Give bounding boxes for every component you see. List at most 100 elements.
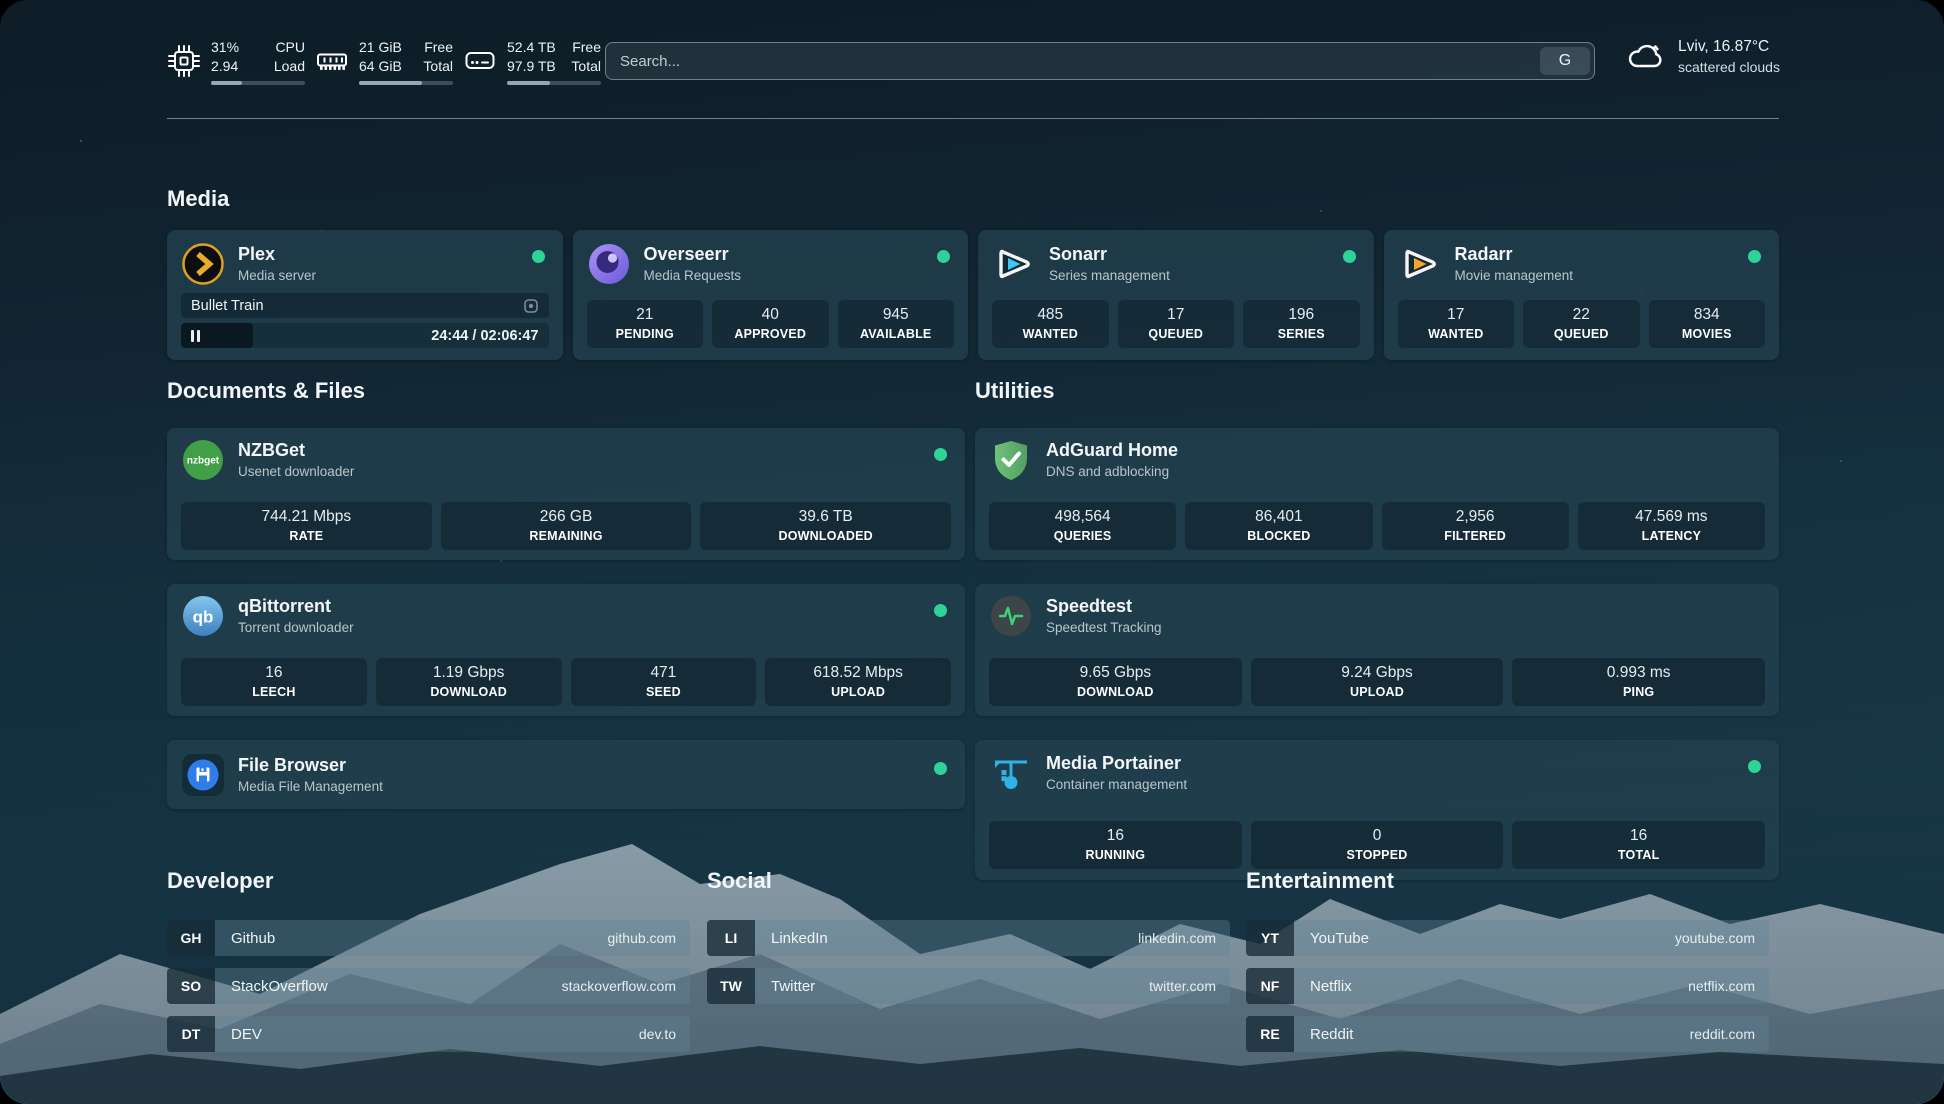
stat-tile: 86,401 BLOCKED bbox=[1185, 502, 1373, 550]
app-card-portainer[interactable]: Media Portainer Container management 16 … bbox=[975, 740, 1779, 880]
qbittorrent-icon: qb bbox=[183, 596, 223, 636]
bookmark-github[interactable]: GH Github github.com bbox=[167, 920, 690, 956]
stat-tile: 744.21 Mbps RATE bbox=[181, 502, 432, 550]
plex-progress-bar: 24:44 / 02:06:47 bbox=[181, 323, 549, 348]
bookmark-name: Twitter bbox=[771, 977, 816, 995]
card-title: AdGuard Home bbox=[1046, 440, 1179, 461]
status-dot bbox=[934, 448, 947, 461]
card-title: File Browser bbox=[238, 754, 347, 775]
status-dot bbox=[934, 762, 947, 775]
app-card-speedtest[interactable]: Speedtest Speedtest Tracking 9.65 Gbps D… bbox=[975, 584, 1779, 716]
memory-total-value: 64 GiB bbox=[359, 57, 402, 74]
media-card-row: Plex Media server Bullet Train 24:44 / 0… bbox=[167, 230, 1779, 360]
stat-tile: 16 RUNNING bbox=[989, 821, 1242, 869]
section-title-entertainment: Entertainment bbox=[1246, 868, 1394, 893]
now-playing-title: Bullet Train bbox=[191, 297, 264, 314]
bookmark-name: DEV bbox=[231, 1025, 262, 1043]
status-dot bbox=[1748, 250, 1761, 263]
stat-tile: 485 WANTED bbox=[992, 300, 1109, 348]
bookmark-name: StackOverflow bbox=[231, 977, 328, 995]
status-dot bbox=[937, 250, 950, 263]
cpu-icon bbox=[168, 45, 200, 78]
plex-now-playing-row: Bullet Train bbox=[181, 293, 549, 318]
stat-tile: 9.65 Gbps DOWNLOAD bbox=[989, 658, 1242, 706]
card-subtitle: Torrent downloader bbox=[238, 620, 354, 636]
stat-tile: 9.24 Gbps UPLOAD bbox=[1250, 658, 1504, 706]
bookmark-abbr: RE bbox=[1246, 1016, 1294, 1052]
ram-icon bbox=[317, 53, 347, 71]
stat-tile: 39.6 TB DOWNLOADED bbox=[700, 502, 952, 550]
disk-total-label: Total bbox=[571, 57, 601, 74]
disk-total-value: 97.9 TB bbox=[507, 57, 556, 74]
bookmark-url: twitter.com bbox=[1149, 978, 1216, 994]
bookmark-stackoverflow[interactable]: SO StackOverflow stackoverflow.com bbox=[167, 968, 690, 1004]
status-dot bbox=[531, 250, 545, 263]
documents-column: nzbget NZBGet Usenet downloader 744.21 M… bbox=[167, 428, 965, 809]
app-card-plex[interactable]: Plex Media server Bullet Train 24:44 / 0… bbox=[167, 230, 563, 360]
card-subtitle: Series management bbox=[1049, 268, 1170, 284]
search-provider-button[interactable]: G bbox=[1540, 47, 1590, 75]
status-dot bbox=[1342, 250, 1356, 263]
bookmark-linkedin[interactable]: LI LinkedIn linkedin.com bbox=[707, 920, 1230, 956]
app-card-filebrowser[interactable]: File Browser Media File Management bbox=[167, 740, 965, 809]
status-dot bbox=[934, 604, 947, 617]
bookmark-name: Netflix bbox=[1310, 977, 1352, 995]
bookmark-abbr: GH bbox=[167, 920, 215, 956]
sonarr-icon bbox=[999, 249, 1030, 279]
entertainment-bookmarks: YT YouTube youtube.com NF Netflix netfli… bbox=[1246, 920, 1769, 1064]
bookmark-name: YouTube bbox=[1310, 929, 1369, 947]
adguard-icon bbox=[995, 441, 1027, 480]
app-card-qbittorrent[interactable]: qb qBittorrent Torrent downloader 16 LEE… bbox=[167, 584, 965, 716]
bookmark-netflix[interactable]: NF Netflix netflix.com bbox=[1246, 968, 1769, 1004]
app-card-nzbget[interactable]: nzbget NZBGet Usenet downloader 744.21 M… bbox=[167, 428, 965, 560]
card-title: Speedtest bbox=[1046, 596, 1133, 617]
bookmark-name: Github bbox=[231, 929, 276, 947]
card-title: Sonarr bbox=[1049, 244, 1108, 265]
bookmark-url: youtube.com bbox=[1674, 930, 1755, 946]
bookmark-abbr: NF bbox=[1246, 968, 1294, 1004]
stat-tile: 618.52 Mbps UPLOAD bbox=[765, 658, 951, 706]
developer-bookmarks: GH Github github.com SO StackOverflow st… bbox=[167, 920, 690, 1064]
memory-total-label: Total bbox=[423, 57, 453, 74]
bookmark-reddit[interactable]: RE Reddit reddit.com bbox=[1246, 1016, 1769, 1052]
bookmark-url: reddit.com bbox=[1689, 1026, 1755, 1042]
card-subtitle: Speedtest Tracking bbox=[1046, 620, 1162, 636]
card-title: Overseerr bbox=[643, 244, 729, 265]
cpu-load-value: 2.94 bbox=[211, 57, 239, 74]
speedtest-icon bbox=[991, 596, 1031, 636]
bookmark-twitter[interactable]: TW Twitter twitter.com bbox=[707, 968, 1230, 1004]
app-card-adguard[interactable]: AdGuard Home DNS and adblocking 498,564 … bbox=[975, 428, 1779, 560]
media-session-icon bbox=[523, 298, 538, 313]
stat-tile: 498,564 QUERIES bbox=[989, 502, 1177, 550]
bookmark-abbr: SO bbox=[167, 968, 215, 1004]
stat-tile: 22 QUEUED bbox=[1523, 300, 1640, 348]
weather-condition: scattered clouds bbox=[1678, 59, 1780, 76]
disk-stat: 52.4 TB Free 97.9 TB Total bbox=[463, 38, 601, 85]
overseerr-icon bbox=[588, 244, 629, 284]
app-card-radarr[interactable]: Radarr Movie management 17 WANTED 22 QUE… bbox=[1383, 230, 1779, 360]
portainer-icon bbox=[995, 760, 1027, 789]
app-card-overseerr[interactable]: Overseerr Media Requests 21 PENDING 40 A… bbox=[572, 230, 968, 360]
app-card-sonarr[interactable]: Sonarr Series management 485 WANTED 17 Q… bbox=[978, 230, 1374, 360]
section-title-media: Media bbox=[167, 186, 230, 211]
search-input[interactable] bbox=[606, 52, 1540, 70]
section-title-documents: Documents & Files bbox=[167, 378, 366, 403]
mountain-background bbox=[0, 844, 1944, 1104]
cpu-usage-label: CPU bbox=[275, 39, 305, 55]
stat-tile: 945 AVAILABLE bbox=[837, 300, 954, 348]
disk-free-value: 52.4 TB bbox=[507, 39, 556, 55]
plex-icon bbox=[182, 243, 224, 285]
card-subtitle: Movie management bbox=[1454, 268, 1574, 284]
memory-progress-bar bbox=[359, 80, 453, 85]
pause-button[interactable] bbox=[191, 329, 200, 342]
bookmark-abbr: LI bbox=[707, 920, 755, 956]
card-subtitle: Media Requests bbox=[643, 268, 742, 284]
bookmark-dev[interactable]: DT DEV dev.to bbox=[167, 1016, 690, 1052]
disk-icon bbox=[465, 52, 495, 70]
stat-tile: 40 APPROVED bbox=[712, 300, 829, 348]
cpu-load-label: Load bbox=[273, 57, 305, 74]
svg-text:nzbget: nzbget bbox=[187, 456, 220, 467]
search-bar[interactable]: G bbox=[605, 42, 1595, 80]
bookmark-youtube[interactable]: YT YouTube youtube.com bbox=[1246, 920, 1769, 956]
bookmark-abbr: DT bbox=[167, 1016, 215, 1052]
